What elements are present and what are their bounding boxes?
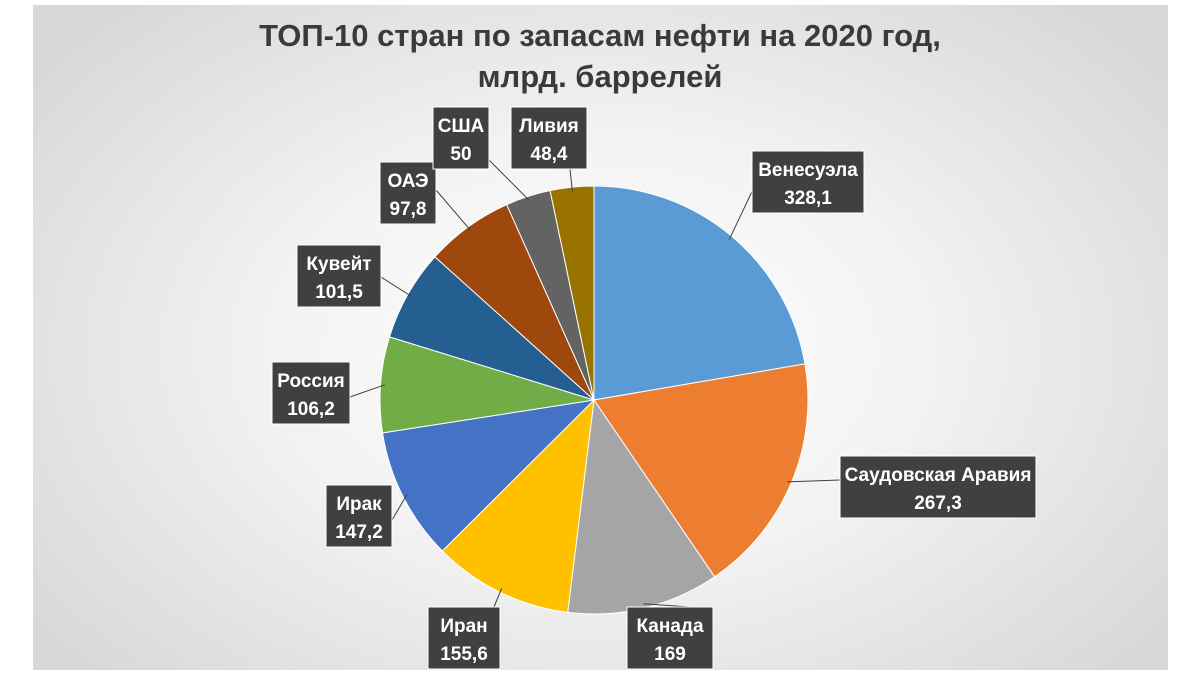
data-label-category: ОАЭ (387, 171, 428, 192)
data-label-box (626, 606, 714, 670)
data-labels: Венесуэла 328,1 Саудовская Аравия 267,3 Кана… (271, 106, 1037, 670)
data-label-category: Ливия (519, 116, 578, 137)
data-label-7: Кувейт 101,5 (296, 244, 382, 308)
chart-subtitle: млрд. баррелей (478, 59, 723, 94)
data-label-value: 267,3 (914, 493, 962, 514)
data-label-category: Саудовская Аравия (845, 465, 1032, 486)
data-label-1: Венесуэла 328,1 (751, 150, 865, 214)
data-label-category: США (438, 116, 485, 137)
data-label-value: 155,6 (440, 644, 488, 665)
pie-slices (379, 185, 809, 615)
data-label-category: Венесуэла (758, 160, 858, 181)
data-label-category: Иран (440, 616, 487, 637)
data-label-value: 48,4 (531, 144, 568, 165)
data-label-value: 328,1 (784, 188, 832, 209)
data-label-box (296, 244, 382, 308)
pie-slice-5 (381, 399, 596, 552)
data-label-6: Россия 106,2 (271, 361, 351, 425)
data-label-value: 97,8 (390, 199, 427, 220)
data-label-3: Канада 169 (626, 606, 714, 670)
data-label-box (379, 161, 437, 225)
leader-line-6 (349, 384, 385, 398)
data-label-value: 147,2 (335, 522, 383, 543)
data-label-category: Ирак (336, 494, 382, 515)
pie-chart: ТОП-10 стран по запасам нефти на 2020 го… (259, 18, 1037, 670)
data-label-category: Канада (636, 616, 703, 637)
data-label-box (432, 106, 490, 170)
pie-slice-1 (593, 185, 806, 401)
data-label-category: Россия (277, 371, 344, 392)
leader-line-7 (380, 276, 412, 297)
data-label-9: США 50 (432, 106, 490, 170)
data-label-category: Кувейт (306, 254, 371, 275)
data-label-value: 106,2 (287, 399, 335, 420)
data-label-value: 50 (450, 144, 471, 165)
leader-line-4 (493, 588, 503, 608)
data-label-box (510, 106, 588, 170)
data-label-2: Саудовская Аравия 267,3 (839, 455, 1037, 519)
data-label-value: 169 (654, 644, 686, 665)
leader-line-5 (391, 494, 408, 521)
data-label-5: Ирак 147,2 (325, 484, 393, 548)
pie-slice-2 (593, 363, 809, 578)
data-label-4: Иран 155,6 (427, 606, 501, 670)
leader-line-3 (643, 603, 691, 608)
leader-line-9 (488, 159, 530, 201)
chart-area: ТОП-10 стран по запасам нефти на 2020 го… (33, 5, 1168, 670)
data-label-box (839, 455, 1037, 519)
data-label-value: 101,5 (315, 282, 363, 303)
data-label-box (751, 150, 865, 214)
data-label-box (427, 606, 501, 670)
leader-line-2 (787, 479, 841, 483)
data-label-box (271, 361, 351, 425)
leader-line-8 (435, 189, 471, 231)
data-label-8: ОАЭ 97,8 (379, 161, 437, 225)
chart-title: ТОП-10 стран по запасам нефти на 2020 го… (259, 18, 941, 53)
leader-lines (349, 159, 841, 608)
data-label-10: Ливия 48,4 (510, 106, 588, 170)
leader-line-10 (569, 168, 573, 192)
data-label-box (325, 484, 393, 548)
